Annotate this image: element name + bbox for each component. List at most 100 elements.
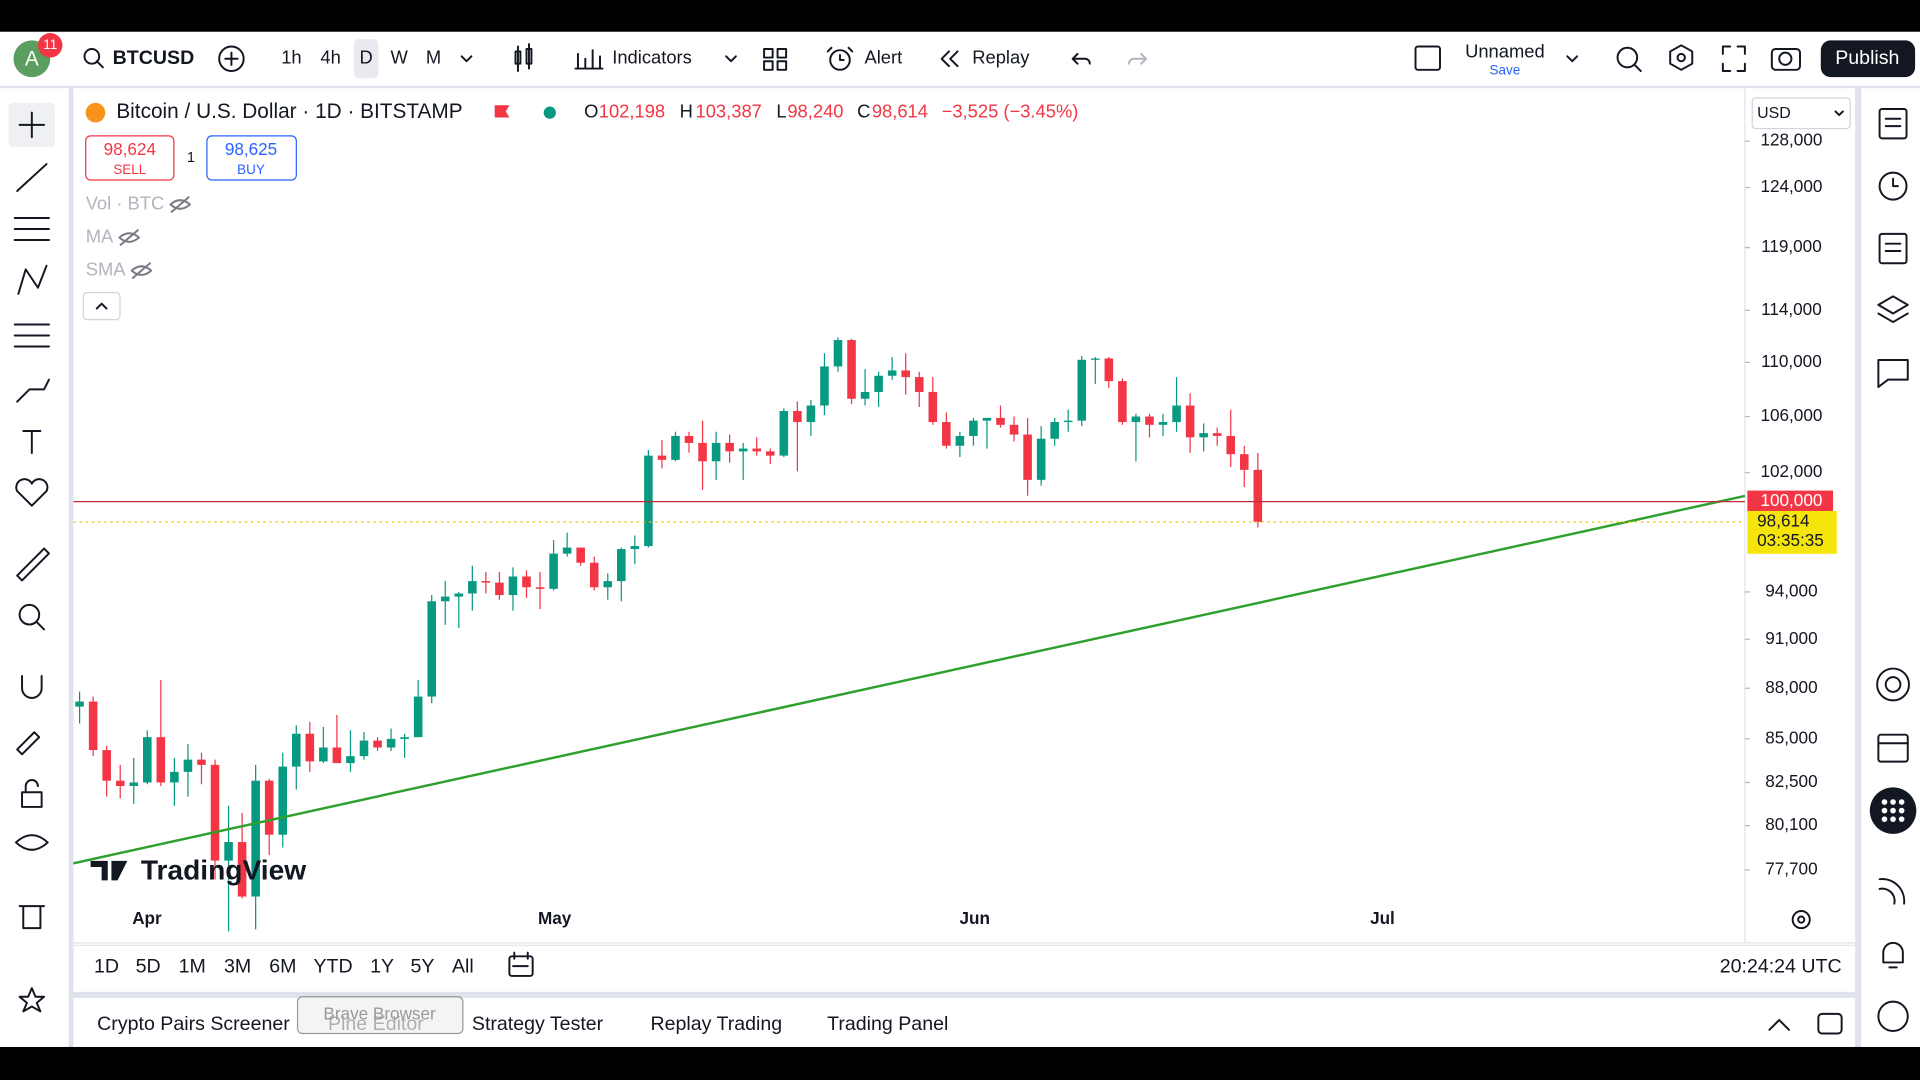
candle-body xyxy=(1226,435,1236,455)
currency-select[interactable] xyxy=(1751,97,1851,130)
candle-body xyxy=(549,553,558,589)
candle-body xyxy=(996,417,1005,425)
indicators-icon[interactable] xyxy=(574,49,604,70)
bottom-tab[interactable]: Crypto Pairs Screener xyxy=(97,1013,290,1035)
search-icon[interactable] xyxy=(83,48,104,69)
indicators-button[interactable]: Indicators xyxy=(612,47,692,68)
undo-icon[interactable] xyxy=(1071,52,1091,65)
y-tick-label: 110,000 xyxy=(1761,351,1822,371)
indicator-label[interactable]: SMA xyxy=(86,258,127,279)
buy-price: 98,625 xyxy=(225,139,277,159)
indicator-label[interactable]: Vol · BTC xyxy=(86,192,165,213)
sell-button[interactable] xyxy=(85,135,175,181)
alert-price: 100,000 xyxy=(1760,490,1822,510)
market-status xyxy=(543,106,556,119)
candle-body xyxy=(278,766,288,835)
range-button[interactable]: 1Y xyxy=(370,956,394,978)
sidebar-icons[interactable] xyxy=(1876,108,1910,1032)
range-button[interactable]: YTD xyxy=(313,956,352,978)
candle-body xyxy=(698,442,707,462)
candle-body xyxy=(942,422,951,446)
range-button[interactable]: All xyxy=(452,956,474,978)
redo-icon[interactable] xyxy=(1128,52,1148,65)
candle-body xyxy=(806,405,816,423)
interval-dropdown[interactable] xyxy=(460,55,473,63)
candle-body xyxy=(630,546,640,550)
quantity[interactable]: 1 xyxy=(187,150,195,166)
axis-settings-icon[interactable] xyxy=(1791,910,1811,930)
candle-body xyxy=(522,576,531,588)
quick-search-icon[interactable] xyxy=(1616,46,1642,72)
bottom-tab[interactable]: Strategy Tester xyxy=(472,1013,604,1035)
drawing-tools[interactable] xyxy=(13,111,50,1013)
indicator-label[interactable]: MA xyxy=(86,225,114,246)
candle-body xyxy=(156,737,166,783)
snapshot-icon[interactable] xyxy=(1770,48,1801,71)
indicators-dropdown[interactable] xyxy=(725,55,737,63)
save-label[interactable]: Save xyxy=(1490,63,1521,78)
layout-icon[interactable] xyxy=(1414,45,1441,71)
interval[interactable]: W xyxy=(391,47,409,68)
range-button[interactable]: 5D xyxy=(136,956,161,978)
publish-button[interactable] xyxy=(1820,40,1916,78)
interval[interactable]: 1h xyxy=(281,47,301,68)
collapse-button[interactable] xyxy=(82,292,121,321)
bottom-tab[interactable]: Replay Trading xyxy=(650,1013,782,1035)
hidden-icon[interactable] xyxy=(118,229,140,246)
candle-body xyxy=(874,375,883,392)
y-tick-label: 102,000 xyxy=(1760,461,1822,481)
candle-body xyxy=(1091,358,1100,360)
hidden-icon[interactable] xyxy=(130,262,153,279)
y-tick-label: 114,000 xyxy=(1761,299,1822,319)
trend-line[interactable] xyxy=(73,494,1746,865)
symbol[interactable]: BTCUSD xyxy=(113,47,195,69)
maximize-panel[interactable] xyxy=(1817,1012,1843,1035)
compare-icon[interactable] xyxy=(218,45,245,72)
candle-body xyxy=(305,733,315,762)
candle-body xyxy=(779,411,789,456)
replay-icon[interactable] xyxy=(940,50,959,68)
templates-icon[interactable] xyxy=(763,48,788,71)
candle-body xyxy=(129,782,139,787)
candle-body xyxy=(657,455,667,460)
goto-date-icon[interactable] xyxy=(508,951,534,977)
candle-body xyxy=(684,435,694,443)
alert-icon[interactable] xyxy=(826,46,854,71)
candle-body xyxy=(847,340,856,399)
candle-body xyxy=(319,747,328,762)
range-button[interactable]: 5Y xyxy=(410,956,434,978)
alert-button[interactable]: Alert xyxy=(864,47,902,68)
candle-body xyxy=(413,696,423,738)
chart-type-icon[interactable] xyxy=(514,43,533,72)
interval[interactable]: M xyxy=(426,47,441,68)
collapse-icon xyxy=(95,302,108,310)
c-label: C xyxy=(857,100,870,121)
y-tick-label: 82,500 xyxy=(1765,771,1817,791)
hidden-icon[interactable] xyxy=(169,196,191,213)
l-label: L xyxy=(776,100,786,121)
panel-toggle[interactable] xyxy=(1768,1019,1790,1031)
range-button[interactable]: 1D xyxy=(94,956,119,978)
y-tick-label: 91,000 xyxy=(1765,628,1817,648)
layout-dropdown[interactable] xyxy=(1566,55,1579,63)
settings-icon[interactable] xyxy=(1669,44,1694,71)
layout-name[interactable]: Unnamed xyxy=(1465,40,1545,61)
last-price: 98,614 xyxy=(1757,511,1810,531)
interval[interactable]: 4h xyxy=(320,47,340,68)
range-button[interactable]: 1M xyxy=(179,956,206,978)
c-value: 98,614 xyxy=(872,100,928,121)
candle-body xyxy=(738,448,748,452)
range-button[interactable]: 6M xyxy=(269,956,296,978)
range-button[interactable]: 3M xyxy=(224,956,251,978)
fullscreen-icon[interactable] xyxy=(1721,45,1746,72)
publish-label: Publish xyxy=(1835,47,1899,69)
interval[interactable]: D xyxy=(359,47,372,68)
bottom-tab[interactable]: Trading Panel xyxy=(827,1013,948,1035)
watermark: TradingView xyxy=(141,854,306,885)
candle-body xyxy=(427,601,436,697)
interval-selected xyxy=(353,39,379,79)
flag-icon[interactable] xyxy=(494,105,510,118)
candle-body xyxy=(833,340,843,367)
replay-button[interactable]: Replay xyxy=(972,47,1030,68)
buy-button[interactable] xyxy=(206,135,297,181)
